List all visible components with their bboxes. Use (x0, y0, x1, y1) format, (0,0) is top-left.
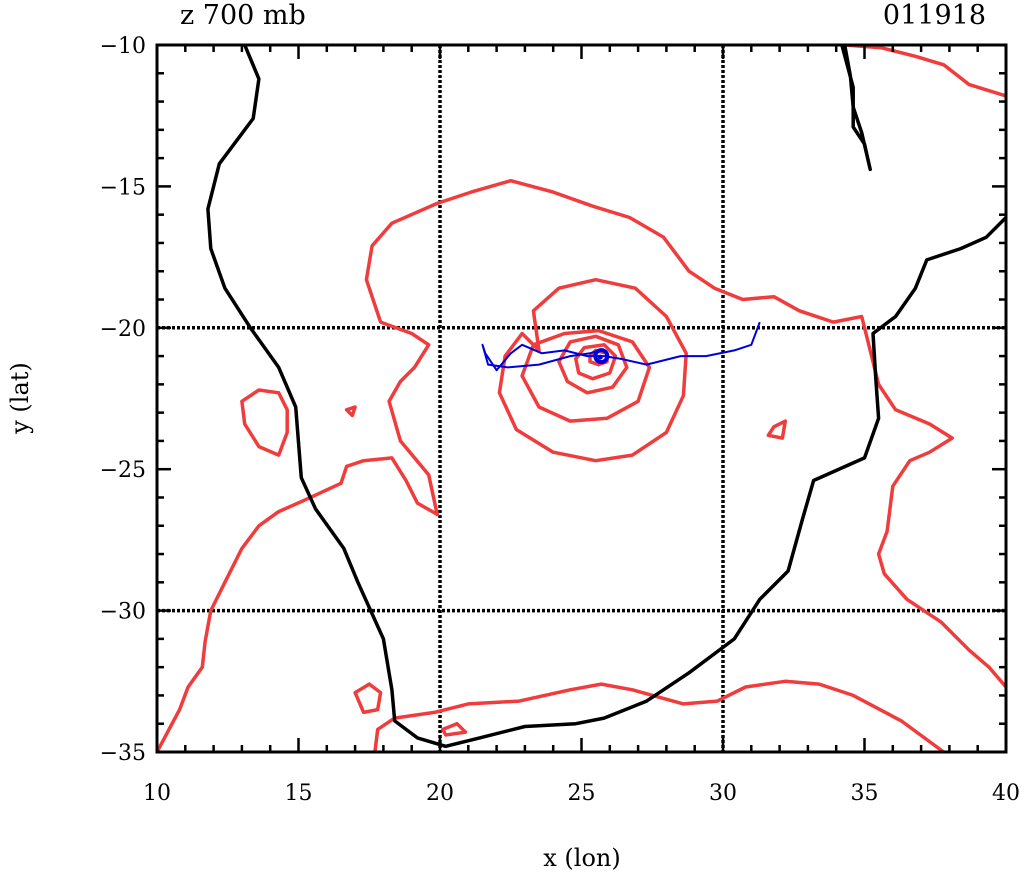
y-tick-labels: −10 −15 −20 −25 −30 −35 (100, 34, 146, 766)
contour-line-11 (441, 721, 468, 737)
axis-ticks (155, 43, 1008, 754)
contour-line-7 (373, 679, 946, 752)
y-tick-label: −10 (100, 34, 146, 59)
y-tick-label: −15 (100, 175, 146, 200)
coastline (206, 45, 1006, 749)
x-tick-label: 30 (709, 781, 737, 806)
y-tick-label: −20 (100, 317, 146, 342)
contour-line-0 (497, 277, 688, 463)
chart-title-left: z 700 mb (180, 0, 306, 31)
x-tick-label: 15 (285, 781, 313, 806)
track-line (481, 321, 761, 372)
x-axis-title: x (lon) (543, 844, 620, 872)
track-eye-ring (593, 348, 610, 365)
track-eye-center (597, 354, 603, 360)
y-tick-label: −30 (100, 600, 146, 625)
contour-line-10 (353, 682, 383, 715)
chart-title-right: 011918 (883, 0, 986, 31)
x-tick-label: 40 (992, 781, 1020, 806)
y-tick-label: −35 (100, 741, 146, 766)
contour-line-12 (766, 419, 788, 440)
contour-line-2 (557, 334, 629, 395)
y-tick-label: −25 (100, 458, 146, 483)
x-tick-label: 35 (851, 781, 879, 806)
coastline-segment-0 (206, 45, 1006, 749)
x-tick-labels: 10 15 20 25 30 35 40 (143, 781, 1020, 806)
x-tick-label: 20 (426, 781, 454, 806)
contour-line-3 (574, 343, 618, 381)
contour-line-5 (157, 456, 439, 752)
contour-line-8 (842, 45, 1006, 98)
x-tick-label: 10 (143, 781, 171, 806)
contour-line-13 (344, 405, 357, 418)
contour-line-1 (520, 328, 652, 423)
coastline-segment-1 (840, 45, 872, 172)
contour-line-9 (240, 388, 289, 457)
y-axis-title: y (lat) (6, 362, 34, 435)
height-contours (157, 45, 1006, 752)
storm-track (481, 321, 761, 372)
x-tick-label: 25 (568, 781, 596, 806)
contour-line-6 (364, 178, 1006, 689)
